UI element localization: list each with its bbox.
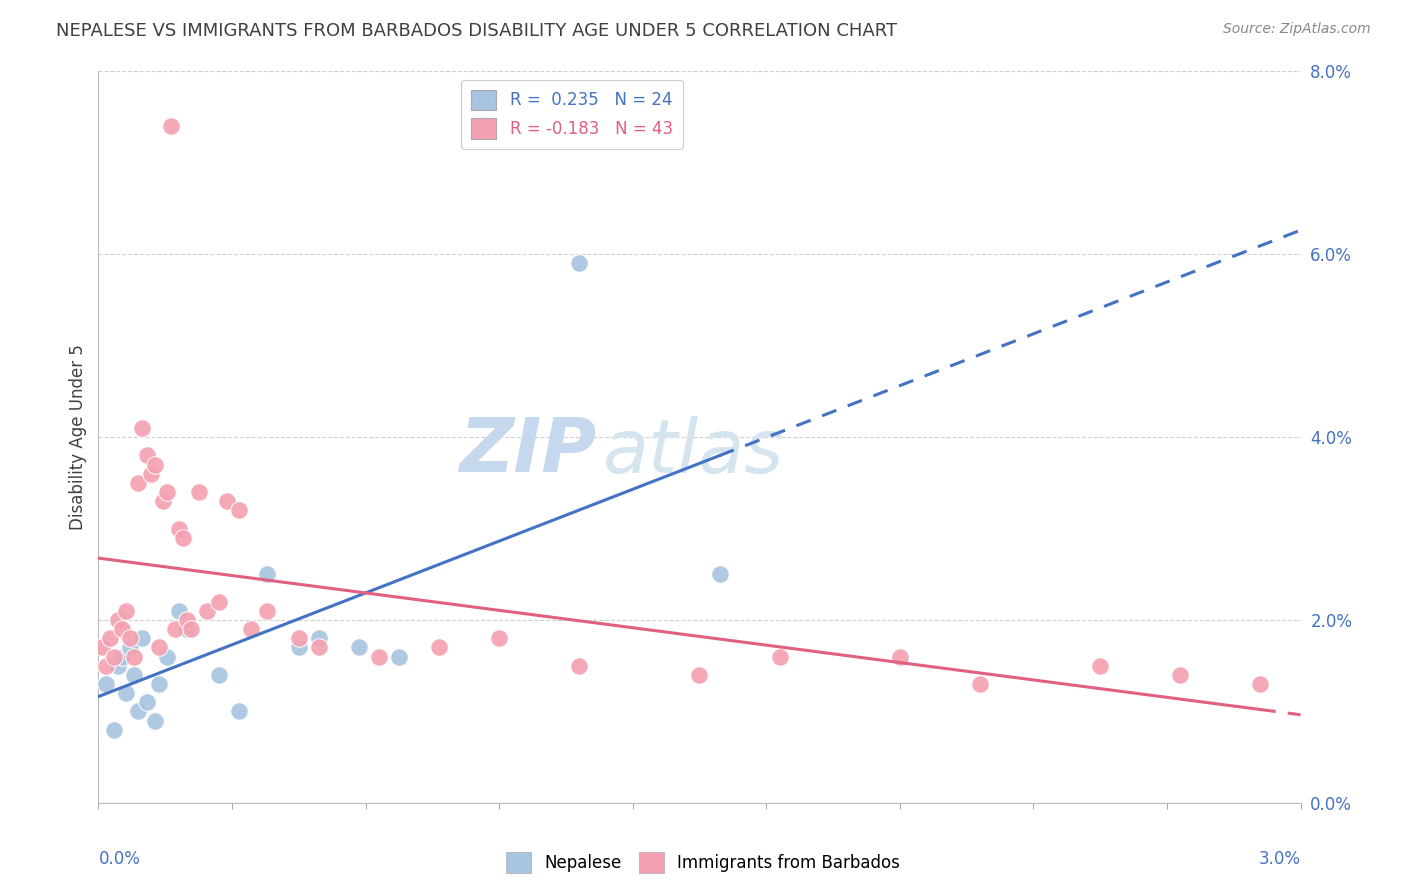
Point [239,622,262,636]
Point [135,695,157,709]
Point [120,640,142,655]
Point [488,632,510,646]
Point [287,632,309,646]
Point [115,604,138,618]
Legend: Nepalese, Immigrants from Barbados: Nepalese, Immigrants from Barbados [499,846,907,880]
Point [91,640,114,655]
Point [180,622,202,636]
Point [208,667,231,681]
Text: ZIP: ZIP [460,415,598,488]
Point [128,475,150,490]
Point [103,723,125,737]
Point [347,640,370,655]
Point [148,677,170,691]
Text: Source: ZipAtlas.com: Source: ZipAtlas.com [1223,22,1371,37]
Point [568,256,591,270]
Point [195,604,218,618]
Point [172,531,194,545]
Point [167,521,190,535]
Point [155,649,177,664]
Text: 0.0%: 0.0% [98,850,141,868]
Point [124,649,146,664]
Point [159,119,181,133]
Point [187,485,209,500]
Point [100,632,122,646]
Point [176,622,198,636]
Point [124,667,146,681]
Point [208,594,231,608]
Point [367,649,389,664]
Point [308,640,330,655]
Point [287,640,309,655]
Point [167,604,190,618]
Point [107,613,129,627]
Point [427,640,450,655]
Text: atlas: atlas [603,416,785,488]
Point [1249,677,1271,691]
Point [107,658,129,673]
Point [768,649,790,664]
Point [139,467,162,481]
Point [228,503,250,517]
Point [969,677,991,691]
Point [143,714,166,728]
Text: NEPALESE VS IMMIGRANTS FROM BARBADOS DISABILITY AGE UNDER 5 CORRELATION CHART: NEPALESE VS IMMIGRANTS FROM BARBADOS DIS… [56,22,897,40]
Legend: R =  0.235   N = 24, R = -0.183   N = 43: R = 0.235 N = 24, R = -0.183 N = 43 [461,79,683,149]
Point [228,705,250,719]
Point [256,604,278,618]
Point [568,658,591,673]
Point [111,622,134,636]
Point [131,632,153,646]
Point [163,622,186,636]
Point [215,494,238,508]
Point [388,649,411,664]
Point [143,458,166,472]
Point [128,705,150,719]
Point [1088,658,1111,673]
Point [152,494,174,508]
Point [135,449,157,463]
Point [120,632,142,646]
Point [889,649,911,664]
Point [1170,667,1192,681]
Point [115,686,138,700]
Point [96,658,118,673]
Point [111,649,134,664]
Point [103,649,125,664]
Point [148,640,170,655]
Point [709,567,731,582]
Y-axis label: Disability Age Under 5: Disability Age Under 5 [69,344,87,530]
Text: 3.0%: 3.0% [1258,850,1301,868]
Point [308,632,330,646]
Point [176,613,198,627]
Point [96,677,118,691]
Point [131,421,153,435]
Point [155,485,177,500]
Point [256,567,278,582]
Point [688,667,710,681]
